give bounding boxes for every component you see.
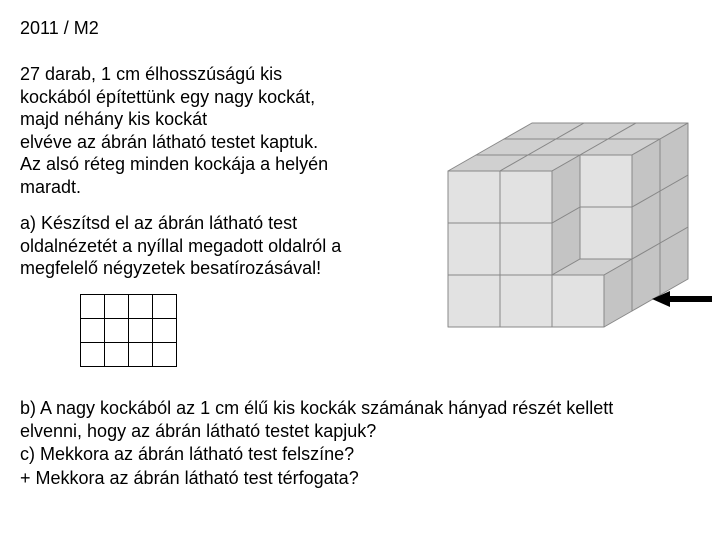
view-arrow-icon [652,289,712,309]
text-line: c) Mekkora az ábrán látható test felszín… [20,444,354,464]
top-row: 27 darab, 1 cm élhosszúságú kis kockából… [20,63,700,367]
page-title: 2011 / M2 [20,18,700,39]
cube-figure [436,63,706,367]
paragraph-1: 27 darab, 1 cm élhosszúságú kis kockából… [20,63,420,198]
problem-text: 27 darab, 1 cm élhosszúságú kis kockából… [20,63,420,367]
text-line: maradt. [20,177,81,197]
text-line: elvenni, hogy az ábrán látható testet ka… [20,421,376,441]
answer-grid-table [80,294,177,367]
text-line: megfelelő négyzetek besatírozásával! [20,258,321,278]
text-line: majd néhány kis kockát [20,109,207,129]
text-line: 27 darab, 1 cm élhosszúságú kis [20,64,282,84]
text-line: a) Készítsd el az ábrán látható test [20,213,297,233]
text-line: elvéve az ábrán látható testet kaptuk. [20,132,318,152]
text-line: b) A nagy kockából az 1 cm élű kis kocká… [20,398,613,418]
text-line: Az alsó réteg minden kockája a helyén [20,154,328,174]
text-line: kockából építettünk egy nagy kockát, [20,87,315,107]
paragraph-3: b) A nagy kockából az 1 cm élű kis kocká… [20,397,700,491]
text-line: oldalnézetét a nyíllal megadott oldalról… [20,236,341,256]
text-line: + Mekkora az ábrán látható test térfogat… [20,468,359,488]
answer-grid [80,294,420,367]
paragraph-2: a) Készítsd el az ábrán látható test old… [20,212,420,280]
